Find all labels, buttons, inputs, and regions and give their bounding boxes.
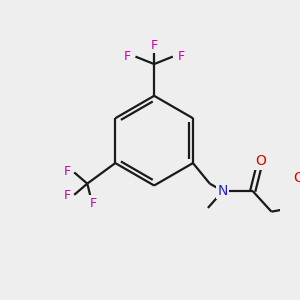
Text: O: O bbox=[255, 154, 266, 168]
Text: N: N bbox=[218, 184, 228, 198]
Text: O: O bbox=[293, 171, 300, 185]
Text: F: F bbox=[89, 197, 96, 210]
Text: F: F bbox=[63, 165, 70, 178]
Text: F: F bbox=[151, 39, 158, 52]
Text: F: F bbox=[124, 50, 131, 63]
Text: F: F bbox=[63, 189, 70, 202]
Text: methyl: methyl bbox=[204, 211, 208, 212]
Text: F: F bbox=[178, 50, 184, 63]
